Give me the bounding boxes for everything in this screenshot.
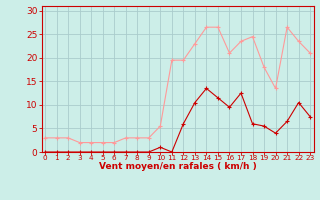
X-axis label: Vent moyen/en rafales ( km/h ): Vent moyen/en rafales ( km/h ) [99, 162, 256, 171]
